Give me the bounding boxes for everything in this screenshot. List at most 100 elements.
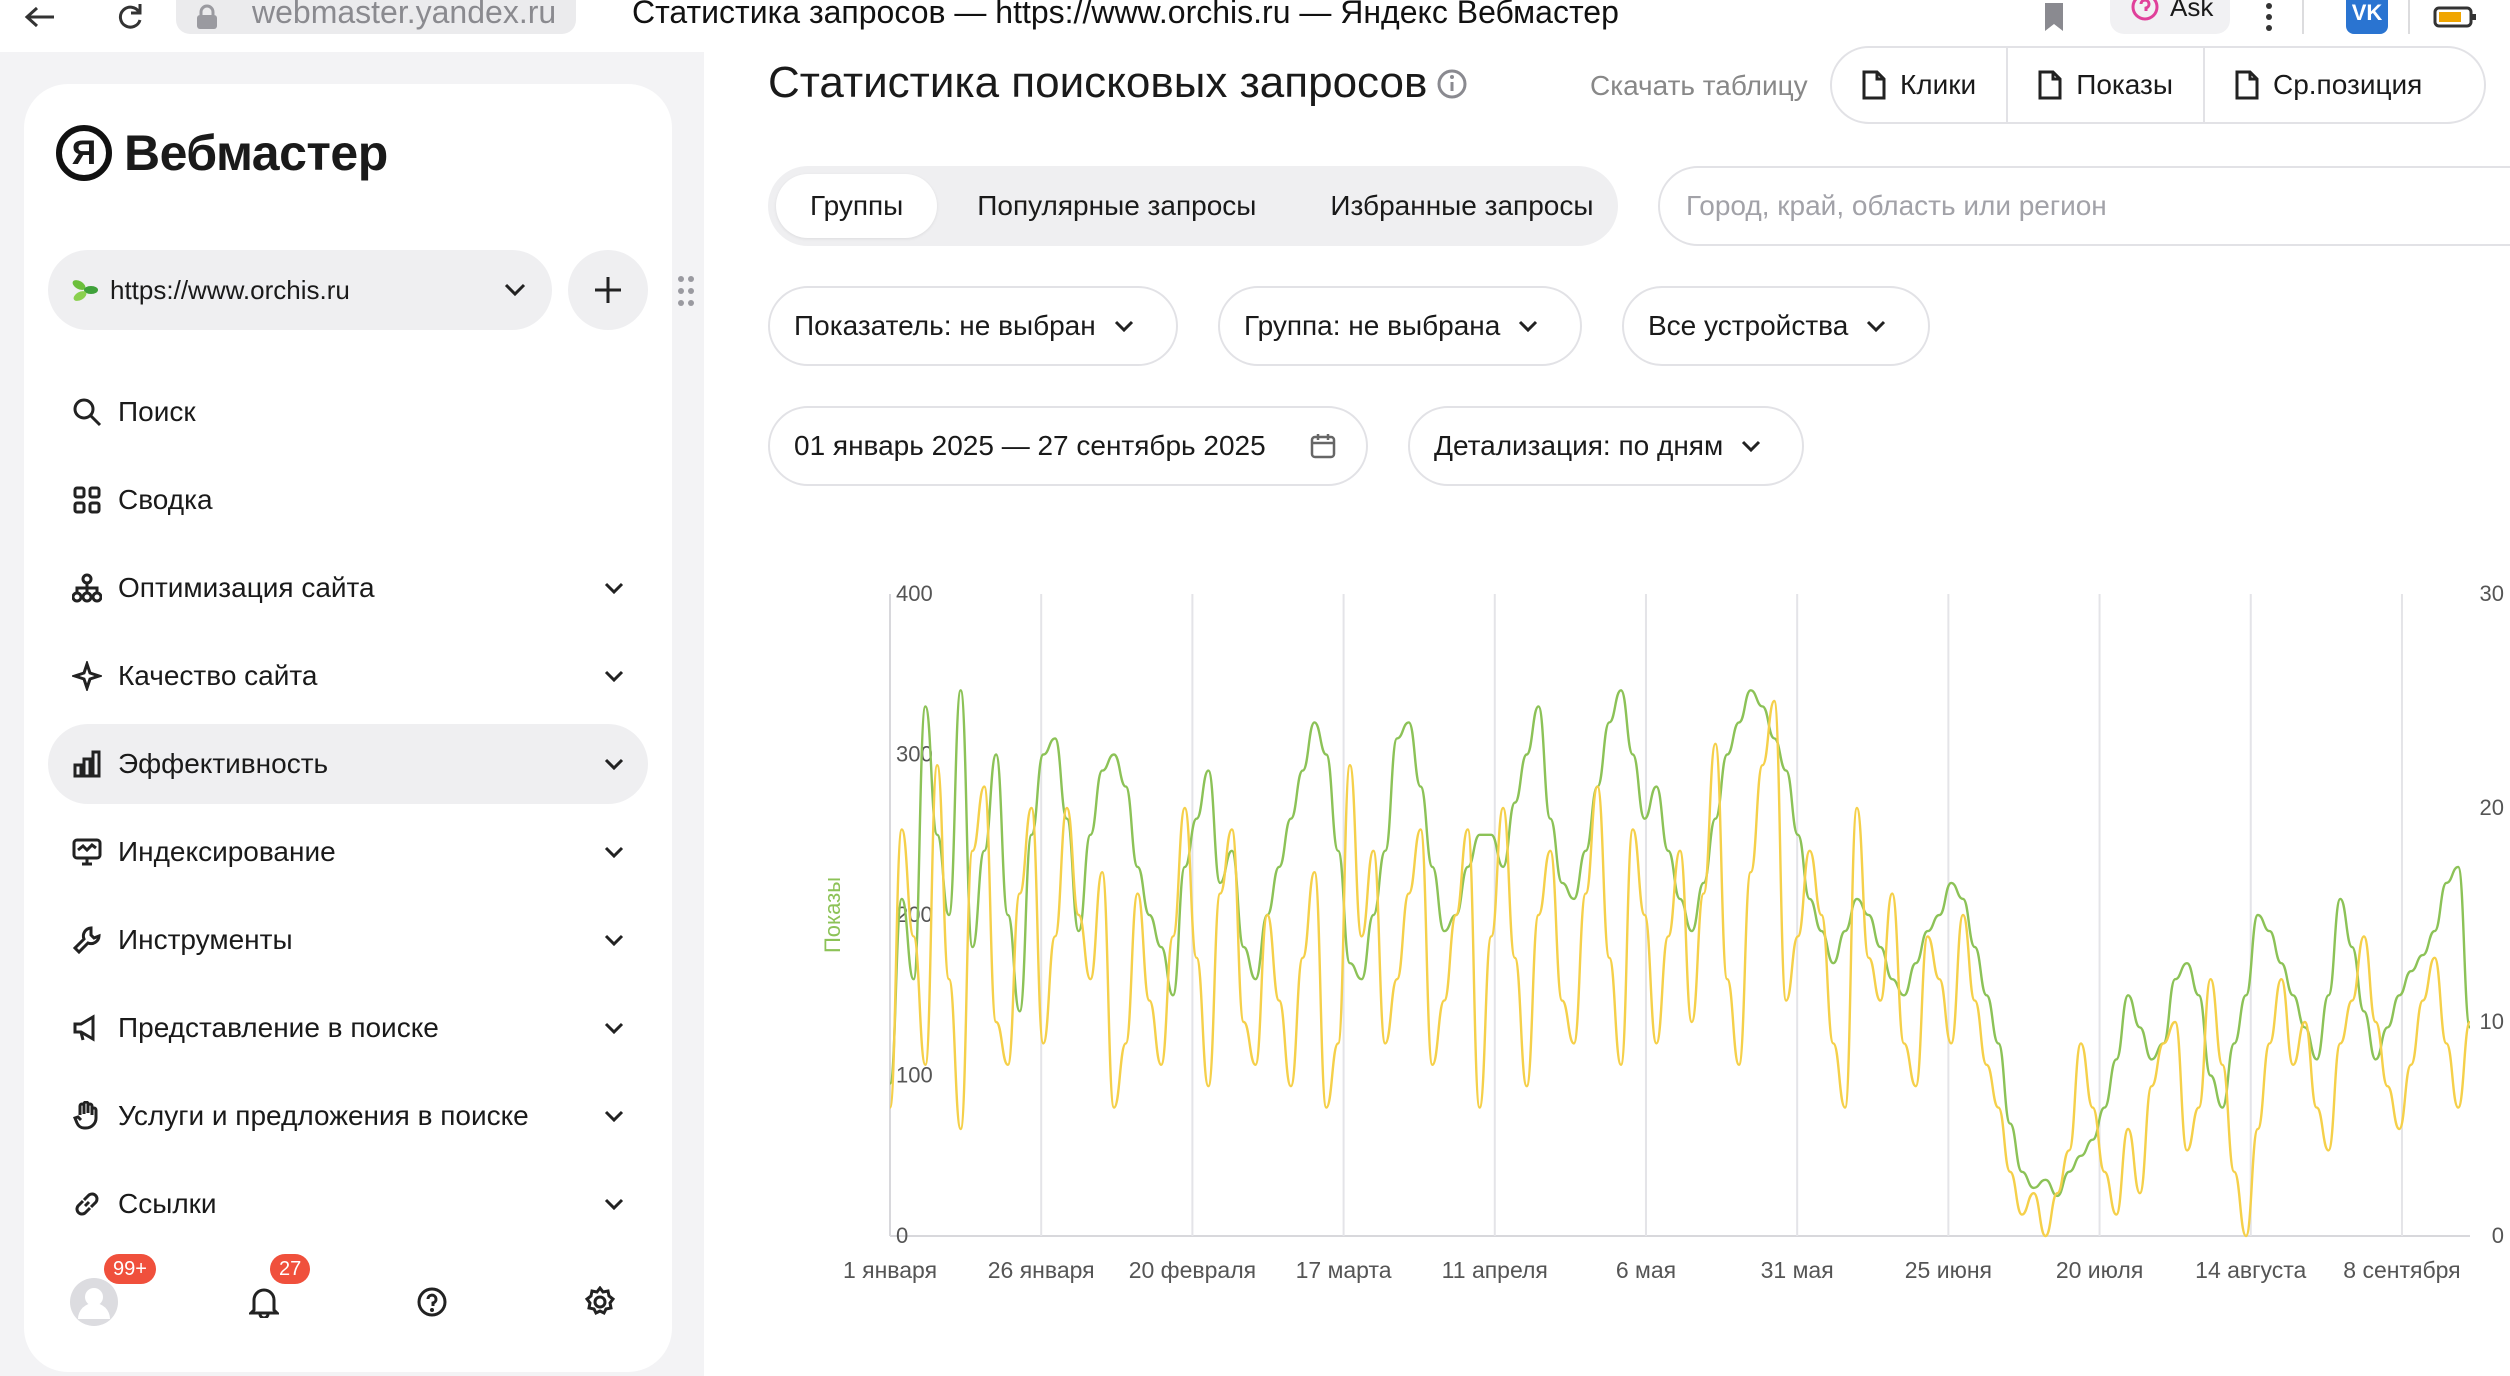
bar-chart-icon [70,747,104,781]
toolbar-divider [2302,0,2304,34]
browser-toolbar: webmaster.yandex.ru Статистика запросов … [0,0,2510,52]
region-input[interactable]: Город, край, область или регион [1658,166,2510,246]
ask-button[interactable]: Ask [2110,0,2230,34]
x-axis-ticks: 1 января 26 января 20 февраля 17 марта 11 ап… [843,1257,2461,1283]
sidebar-item-label: Индексирование [118,836,336,867]
tab-favorite-queries[interactable]: Избранные запросы [1330,190,1594,221]
metric-tabs: Клики Показы Ср.позиция [1830,46,2486,124]
y2-tick-label: 10 [2480,1009,2504,1034]
tab-impressions[interactable]: Показы [2008,48,2205,122]
chevron-down-icon [604,934,624,946]
download-table-link[interactable]: Скачать таблицу [1590,70,1808,101]
notifications-button[interactable]: 27 [238,1254,311,1328]
y2-tick-label: 0 [2492,1223,2504,1248]
sidebar-item-label: Сводка [118,484,213,515]
battery-extension-icon[interactable] [2430,0,2480,34]
vk-extension-icon[interactable]: VK [2346,0,2388,34]
sidebar-item-indexing[interactable]: Индексирование [48,812,648,892]
sidebar-item-label: Оптимизация сайта [118,572,375,603]
x-tick-label: 8 сентября [2343,1257,2460,1283]
sidebar-item-tools[interactable]: Инструменты [48,900,648,980]
detail-dropdown[interactable]: Детализация: по дням [1408,406,1804,486]
add-site-button[interactable] [568,250,648,330]
y2-tick-label: 20 [2480,795,2504,820]
address-bar[interactable] [176,0,576,34]
sidebar-item-label: Эффективность [118,748,329,779]
sitemap-icon [70,571,104,605]
reload-icon[interactable] [108,0,152,34]
site-favicon-icon [70,275,100,305]
sidebar-item-search[interactable]: Поиск [48,372,648,452]
dropdown-label: Группа: не выбрана [1244,310,1501,341]
page-tab-title: Статистика запросов — https://www.orchis… [632,0,1619,30]
profile-badge: 99+ [104,1254,156,1284]
sparkle-icon [70,659,104,693]
chevron-down-icon [504,283,526,297]
sidebar-item-optimization[interactable]: Оптимизация сайта [48,548,648,628]
kebab-menu-icon[interactable] [2254,0,2284,34]
sidebar-resize-handle[interactable] [676,274,696,308]
tab-label: Показы [2076,69,2173,100]
group-dropdown[interactable]: Группа: не выбрана [1218,286,1582,366]
date-range-picker[interactable]: 01 январь 2025 — 27 сентябрь 2025 [768,406,1368,486]
sidebar-footer: 99+ 27 [48,1254,648,1350]
plus-icon [595,277,621,303]
info-icon[interactable] [1436,68,1468,100]
y-tick-label: 400 [896,581,933,606]
notifications-badge: 27 [270,1254,311,1284]
chevron-down-icon [1114,320,1134,332]
sidebar-item-summary[interactable]: Сводка [48,460,648,540]
indicator-dropdown[interactable]: Показатель: не выбран [768,286,1178,366]
chart-series [888,689,2472,1238]
site-selector[interactable]: https://www.orchis.ru [48,250,552,330]
toolbar-divider [2408,0,2410,34]
tab-clicks[interactable]: Клики [1832,48,2009,122]
chevron-down-icon [604,846,624,858]
sidebar-item-search-appearance[interactable]: Представление в поиске [48,988,648,1068]
x-tick-label: 25 июня [1905,1257,1992,1283]
y-tick-label: 100 [896,1063,933,1088]
y-tick-label: 200 [896,902,933,927]
assistant-icon [2130,0,2160,22]
document-icon [1862,70,1886,100]
avatar [70,1278,118,1326]
logo-text: Вебмастер [124,125,388,181]
tab-avg-position[interactable]: Ср.позиция [2205,48,2452,122]
tab-popular-queries[interactable]: Популярные запросы [977,190,1257,221]
sidebar-item-services[interactable]: Услуги и предложения в поиске [48,1076,648,1156]
series-line-2 [888,699,2472,1238]
y2-tick-label: 30 [2480,581,2504,606]
y-axis-label: Показы [820,877,845,953]
help-icon [417,1287,447,1317]
y-axis-ticks: 0 100 200 300 400 [896,581,933,1248]
sidebar-item-label: Инструменты [118,924,293,955]
ask-label: Ask [2170,0,2214,22]
chevron-down-icon [604,670,624,682]
profile-button[interactable]: 99+ [68,1254,156,1328]
help-button[interactable] [406,1276,458,1328]
site-url: https://www.orchis.ru [110,274,350,305]
sidebar-item-quality[interactable]: Качество сайта [48,636,648,716]
search-stats-chart: 0 100 200 300 400 0 10 20 30 1 января 26 января 2… [820,581,2504,1283]
address-host[interactable]: webmaster.yandex.ru [252,0,557,30]
sidebar-item-efficiency[interactable]: Эффективность [48,724,648,804]
x-tick-label: 31 мая [1761,1257,1834,1283]
tab-groups[interactable]: Группы [776,174,938,238]
chevron-down-icon [1518,320,1538,332]
back-arrow-icon[interactable] [18,0,62,34]
sidebar-item-links[interactable]: Ссылки [48,1164,648,1244]
megaphone-icon [70,1011,104,1045]
chart-grid [889,594,2470,1237]
y2-axis-ticks: 0 10 20 30 [2480,581,2504,1248]
x-tick-label: 6 мая [1616,1257,1676,1283]
x-tick-label: 14 августа [2195,1257,2306,1283]
webmaster-logo[interactable]: Я Вебмастер [56,124,388,182]
monitor-icon [70,835,104,869]
devices-dropdown[interactable]: Все устройства [1622,286,1930,366]
sidebar-item-label: Представление в поиске [118,1012,439,1043]
bell-icon [249,1288,279,1318]
sidebar-item-label: Поиск [118,396,196,427]
settings-button[interactable] [574,1276,626,1328]
bookmark-icon[interactable] [2036,0,2072,34]
chevron-down-icon [1741,440,1761,452]
